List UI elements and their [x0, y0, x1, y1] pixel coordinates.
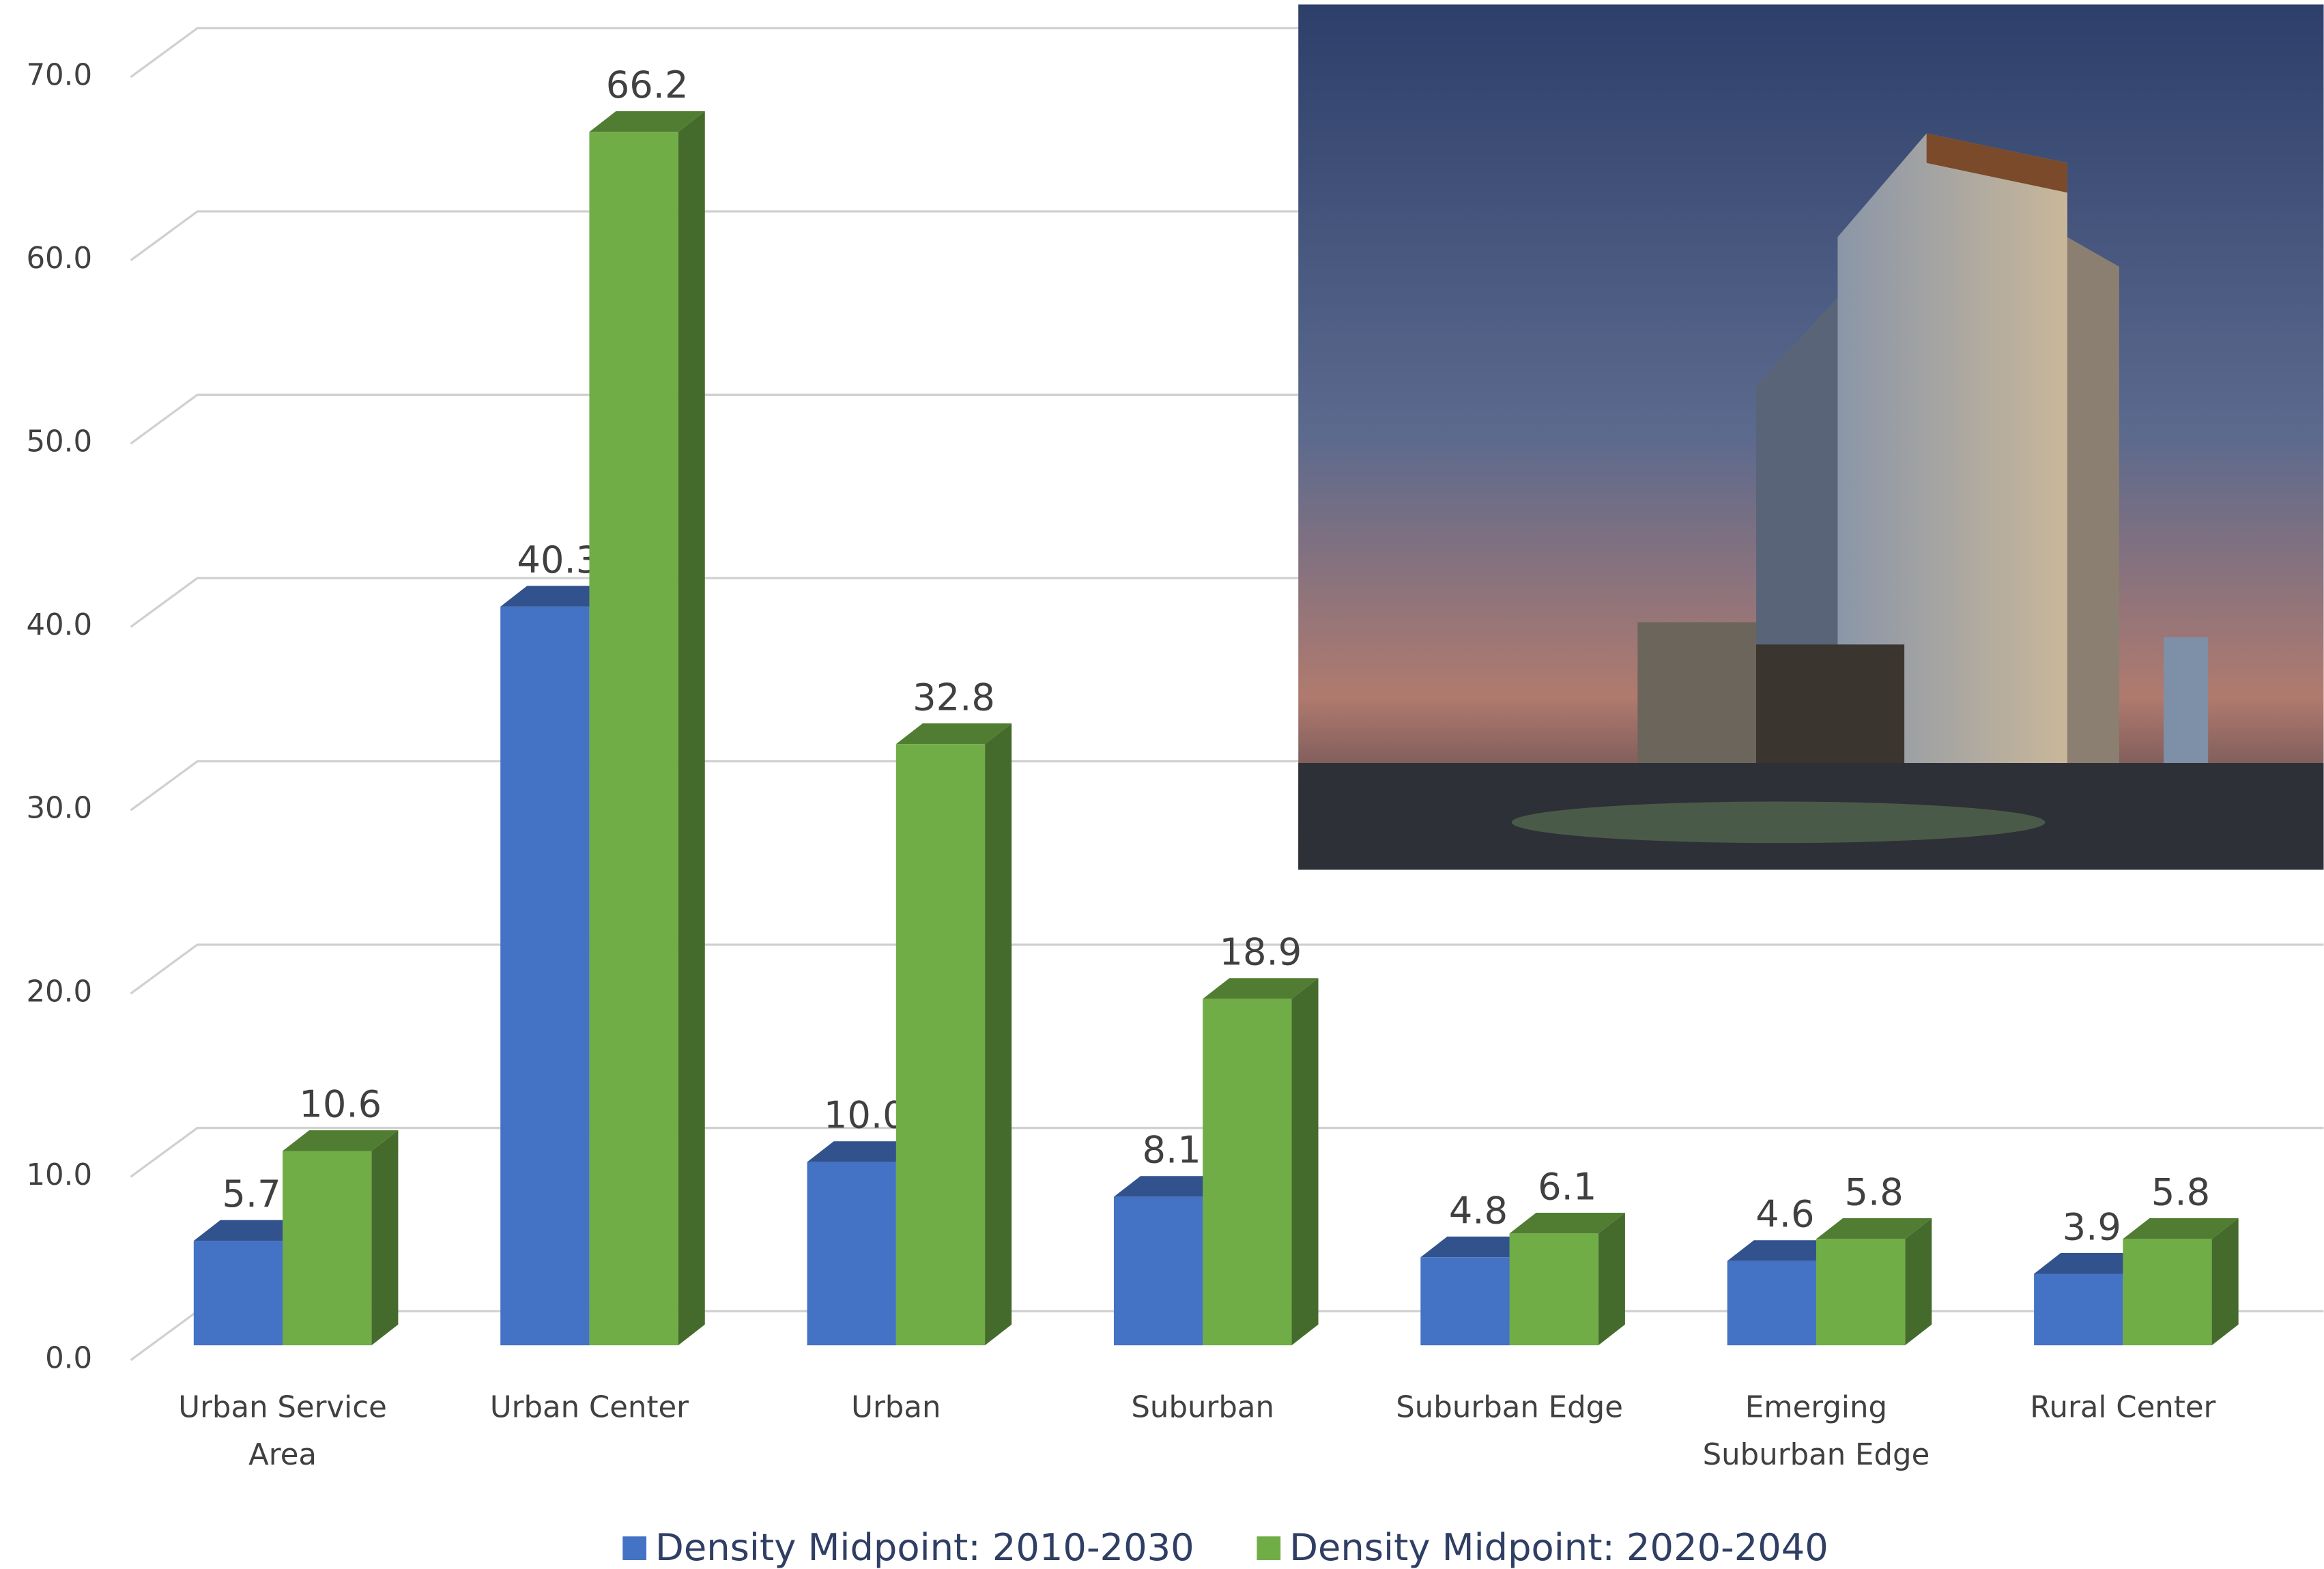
photo — [1298, 4, 2324, 870]
legend-swatch — [622, 1536, 647, 1560]
bar-top — [2123, 1218, 2239, 1239]
bar-top — [1113, 1176, 1230, 1197]
grid-line — [130, 1127, 2324, 1178]
plot: 0.0 10.0 20.0 30.0 40.0 50.0 60.0 70.0 Urban Ser… — [26, 58, 2239, 1569]
data-label: 8.1 — [1142, 1129, 1201, 1172]
bar — [1816, 1239, 1906, 1346]
legend-label: Density Midpoint: 2020-2040 — [1289, 1526, 1828, 1569]
bar-top — [1727, 1240, 1844, 1261]
bar-side — [1905, 1218, 1932, 1346]
bar — [1727, 1261, 1816, 1346]
bar-side — [371, 1130, 399, 1346]
bar-top — [193, 1220, 310, 1241]
data-label: 5.8 — [1844, 1170, 1903, 1213]
y-tick-label: 40.0 — [26, 608, 92, 642]
x-tick-label: Urban Service Area — [178, 1390, 387, 1471]
bar-side — [678, 111, 705, 1346]
bar — [1113, 1196, 1203, 1346]
y-tick-label: 60.0 — [26, 242, 92, 276]
bar-side — [1291, 978, 1319, 1346]
data-label: 6.1 — [1538, 1165, 1596, 1208]
bar — [2123, 1239, 2212, 1346]
x-tick-label: Rural Center — [2030, 1390, 2215, 1424]
y-tick-label: 30.0 — [26, 792, 92, 826]
grid-line — [130, 943, 2324, 995]
bar — [283, 1151, 372, 1346]
bar — [1203, 998, 1292, 1346]
data-label: 10.0 — [824, 1094, 906, 1137]
x-tick-label: Urban — [851, 1390, 941, 1424]
bar — [895, 744, 986, 1346]
bar-top — [283, 1130, 399, 1151]
bar-top — [500, 586, 616, 607]
data-label: 5.7 — [222, 1172, 281, 1215]
data-label: 18.9 — [1219, 931, 1302, 974]
data-label: 4.6 — [1755, 1193, 1814, 1236]
x-tick-label: Emerging Suburban Edge — [1703, 1390, 1930, 1471]
legend-swatch — [1257, 1536, 1281, 1560]
data-label: 10.6 — [299, 1083, 382, 1126]
y-tick-label: 70.0 — [26, 58, 92, 92]
bar-top — [1509, 1212, 1625, 1234]
bar-top — [2034, 1253, 2150, 1274]
bar-top — [895, 723, 1012, 745]
x-tick-label: Suburban — [1131, 1390, 1274, 1424]
x-tick-label: Suburban Edge — [1396, 1390, 1623, 1424]
y-tick-label: 0.0 — [45, 1341, 92, 1375]
bar-top — [1420, 1236, 1536, 1258]
bar — [807, 1162, 896, 1346]
bar-side — [2211, 1218, 2239, 1346]
bar-top — [589, 111, 705, 132]
data-label: 40.3 — [517, 538, 599, 581]
x-tick-label: Urban Center — [490, 1390, 689, 1424]
data-label: 32.8 — [913, 676, 995, 719]
bar — [500, 606, 590, 1346]
bar-top — [807, 1141, 923, 1162]
y-tick-label: 10.0 — [26, 1158, 92, 1192]
data-label: 4.8 — [1449, 1189, 1508, 1232]
bar — [1420, 1257, 1510, 1346]
y-tick-label: 50.0 — [26, 425, 92, 459]
bar — [193, 1241, 283, 1346]
bar-side — [1598, 1212, 1625, 1346]
data-label: 3.9 — [2063, 1205, 2121, 1248]
legend-label: Density Midpoint: 2010-2030 — [655, 1526, 1194, 1569]
bar-top — [1203, 978, 1319, 999]
bar-side — [985, 723, 1012, 1346]
data-label: 5.8 — [2151, 1170, 2210, 1213]
y-tick-label: 20.0 — [26, 975, 92, 1009]
data-label: 66.2 — [606, 63, 689, 106]
bar — [1509, 1233, 1598, 1346]
grid — [130, 27, 2324, 1362]
bar-top — [1816, 1218, 1932, 1239]
bar — [2034, 1273, 2123, 1346]
bar — [589, 132, 678, 1346]
